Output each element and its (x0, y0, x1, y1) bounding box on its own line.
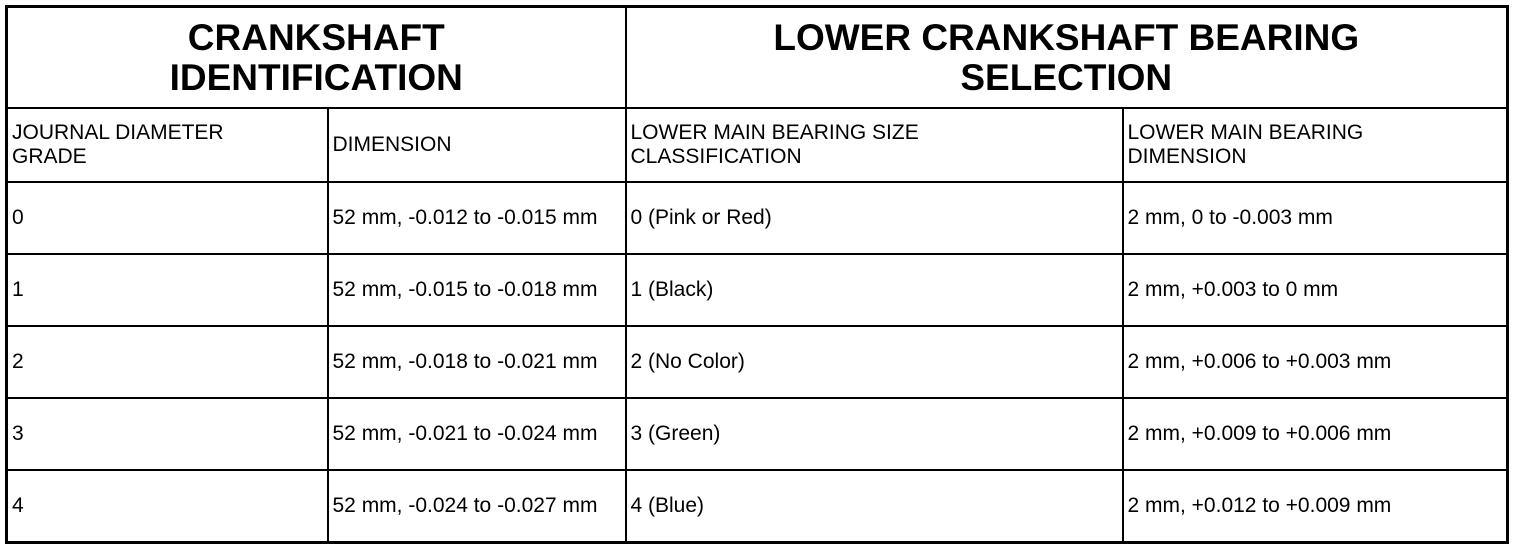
bearing-selection-table: CRANKSHAFT IDENTIFICATION LOWER CRANKSHA… (5, 5, 1509, 544)
column-header: DIMENSION (326, 107, 627, 183)
table-cell: 2 mm, 0 to -0.003 mm (1121, 181, 1509, 255)
table-cell: 52 mm, -0.018 to -0.021 mm (326, 325, 627, 399)
column-header: LOWER MAIN BEARING SIZE CLASSIFICATION (624, 107, 1124, 183)
table-row: 4 52 mm, -0.024 to -0.027 mm 4 (Blue) 2 mm,… (5, 469, 1509, 544)
column-header: JOURNAL DIAMETER GRADE (5, 107, 329, 183)
table-cell: 4 (Blue) (624, 469, 1124, 544)
column-header: LOWER MAIN BEARING DIMENSION (1121, 107, 1509, 183)
table-cell: 3 (Green) (624, 397, 1124, 471)
table-cell: 52 mm, -0.024 to -0.027 mm (326, 469, 627, 544)
column-header-row: JOURNAL DIAMETER GRADE DIMENSION LOWER M… (5, 107, 1509, 183)
table-row: 0 52 mm, -0.012 to -0.015 mm 0 (Pink or Re… (5, 181, 1509, 255)
bearing-selection-title: LOWER CRANKSHAFT BEARING SELECTION (624, 5, 1509, 109)
table-cell: 1 (Black) (624, 253, 1124, 327)
table-row: 2 52 mm, -0.018 to -0.021 mm 2 (No Color) 2… (5, 325, 1509, 399)
table-cell: 0 (5, 181, 329, 255)
table-cell: 4 (5, 469, 329, 544)
table-cell: 2 (5, 325, 329, 399)
table-cell: 52 mm, -0.012 to -0.015 mm (326, 181, 627, 255)
table-cell: 1 (5, 253, 329, 327)
title-row: CRANKSHAFT IDENTIFICATION LOWER CRANKSHA… (5, 5, 1509, 109)
table-cell: 2 mm, +0.006 to +0.003 mm (1121, 325, 1509, 399)
table-cell: 2 (No Color) (624, 325, 1124, 399)
table-cell: 0 (Pink or Red) (624, 181, 1124, 255)
table-cell: 52 mm, -0.015 to -0.018 mm (326, 253, 627, 327)
crankshaft-identification-title: CRANKSHAFT IDENTIFICATION (5, 5, 627, 109)
table-row: 1 52 mm, -0.015 to -0.018 mm 1 (Black) 2 mm… (5, 253, 1509, 327)
table-cell: 2 mm, +0.012 to +0.009 mm (1121, 469, 1509, 544)
table-cell: 52 mm, -0.021 to -0.024 mm (326, 397, 627, 471)
table-cell: 2 mm, +0.003 to 0 mm (1121, 253, 1509, 327)
table-cell: 2 mm, +0.009 to +0.006 mm (1121, 397, 1509, 471)
table-cell: 3 (5, 397, 329, 471)
table-row: 3 52 mm, -0.021 to -0.024 mm 3 (Green) 2 mm… (5, 397, 1509, 471)
